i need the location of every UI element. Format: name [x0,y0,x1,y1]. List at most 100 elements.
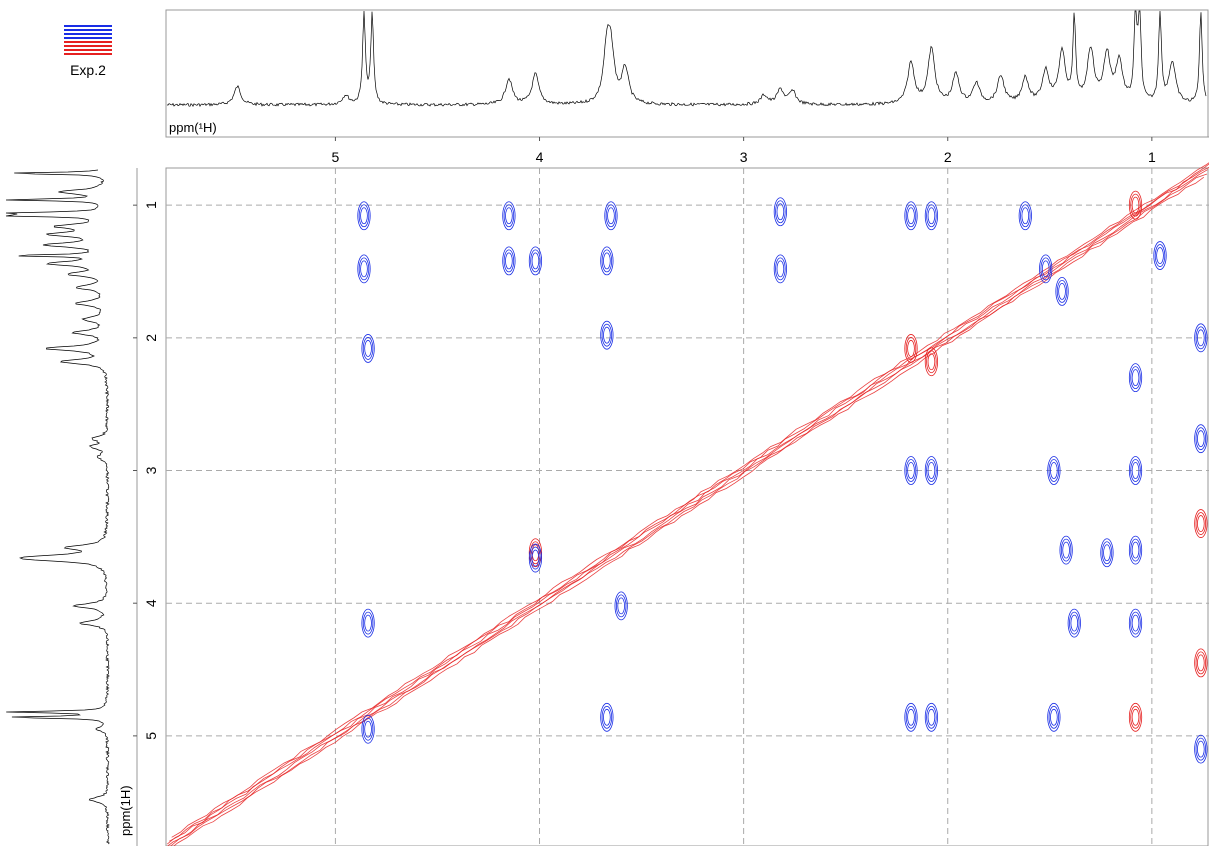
contour-ring [531,549,540,567]
contour-ring [362,337,374,360]
x-tick-label: 5 [332,149,340,165]
contour-ring [1197,740,1205,758]
contour-ring [1070,614,1079,632]
contour-ring [1058,282,1066,300]
cross-peak [773,197,787,227]
contour-ring [904,334,918,363]
contour-ring [904,201,918,231]
contour-ring [1128,363,1143,393]
cross-peak [924,702,939,732]
cross-peak [1153,241,1167,270]
contour-ring [360,207,368,225]
contour-ring [601,323,613,347]
contour-ring [1050,708,1058,726]
contour-ring [907,340,915,357]
contour-ring [1131,196,1140,214]
cross-peak [614,591,628,621]
contour-ring [776,203,785,221]
contour-ring [357,254,371,284]
cross-peak [1100,538,1114,568]
contour-ring [1131,541,1140,559]
diagonal-contour [167,169,1208,846]
cross-peak [1128,608,1143,638]
x-tick-label: 2 [944,149,952,165]
contour-ring [1130,538,1141,562]
contour-ring [927,708,936,726]
contour-ring [1018,201,1032,231]
contour-ring [528,246,543,276]
x-tick-label: 4 [536,149,544,165]
contour-ring [362,611,374,635]
contour-ring [362,717,374,741]
contour-ring [530,249,541,273]
contour-ring [603,326,611,344]
contour-ring [600,246,614,276]
contour-ring [773,197,787,227]
contour-ring [505,207,513,225]
contour-ring [1040,257,1051,281]
contour-ring [1194,424,1208,454]
contour-ring [1069,611,1080,635]
contour-ring [1056,279,1068,303]
cross-peak [1055,276,1069,306]
contour-ring [503,204,515,228]
contour-ring [1020,204,1031,228]
contour-ring [926,350,937,374]
contour-ring [924,201,939,231]
contour-ring [361,714,375,744]
contour-ring [927,462,936,479]
contour-ring [360,260,368,278]
cross-peak [528,538,543,568]
contour-ring [1195,326,1207,350]
cross-peak [1047,456,1061,485]
contour-ring [773,254,787,284]
cross-peak [361,334,375,363]
contour-ring [907,462,915,479]
contour-ring [1195,737,1207,761]
cross-peak [502,201,516,231]
cross-peak [773,254,787,284]
cross-peak [924,201,939,231]
contour-ring [907,207,915,225]
contour-ring [1060,538,1072,562]
contour-ring [1154,244,1166,267]
cross-peak [1128,702,1143,732]
diagonal-contour [167,166,1209,845]
cross-peak [1194,509,1208,538]
contour-ring [1130,193,1141,217]
contour-ring [905,337,917,360]
x-tick-label: 1 [1148,149,1156,165]
contour-ring [1194,509,1208,538]
contour-ring [1047,456,1061,485]
contour-ring [1131,369,1140,387]
contour-ring [926,204,937,228]
contour-ring [1041,260,1050,278]
left-projection-panel: 1 2 3 4 5 [5,168,159,846]
diagonal-contour [169,173,1208,846]
cross-peak [1194,424,1208,454]
cross-peak [924,456,939,485]
cross-peak [1194,323,1208,353]
legend-lines [64,25,112,55]
contour-ring [1100,538,1114,568]
contour-ring [775,257,786,281]
cross-peak [1067,608,1081,638]
contour-ring [927,207,936,225]
contour-ring [364,340,372,357]
contour-ring [364,720,372,738]
cross-peak [357,201,371,231]
contour-ring [926,705,937,729]
contour-ring [604,201,618,231]
contour-ring [1128,608,1143,638]
contour-ring [924,456,939,485]
cross-peak [361,608,375,638]
contour-ring [1131,614,1140,632]
top-panel-frame [165,9,1209,138]
cross-peak [361,714,375,744]
contour-ring [1062,541,1070,559]
cross-peak [1128,535,1143,565]
contour-ring [530,541,541,565]
contour-ring [1194,323,1208,353]
main-contour-panel [165,162,1209,846]
